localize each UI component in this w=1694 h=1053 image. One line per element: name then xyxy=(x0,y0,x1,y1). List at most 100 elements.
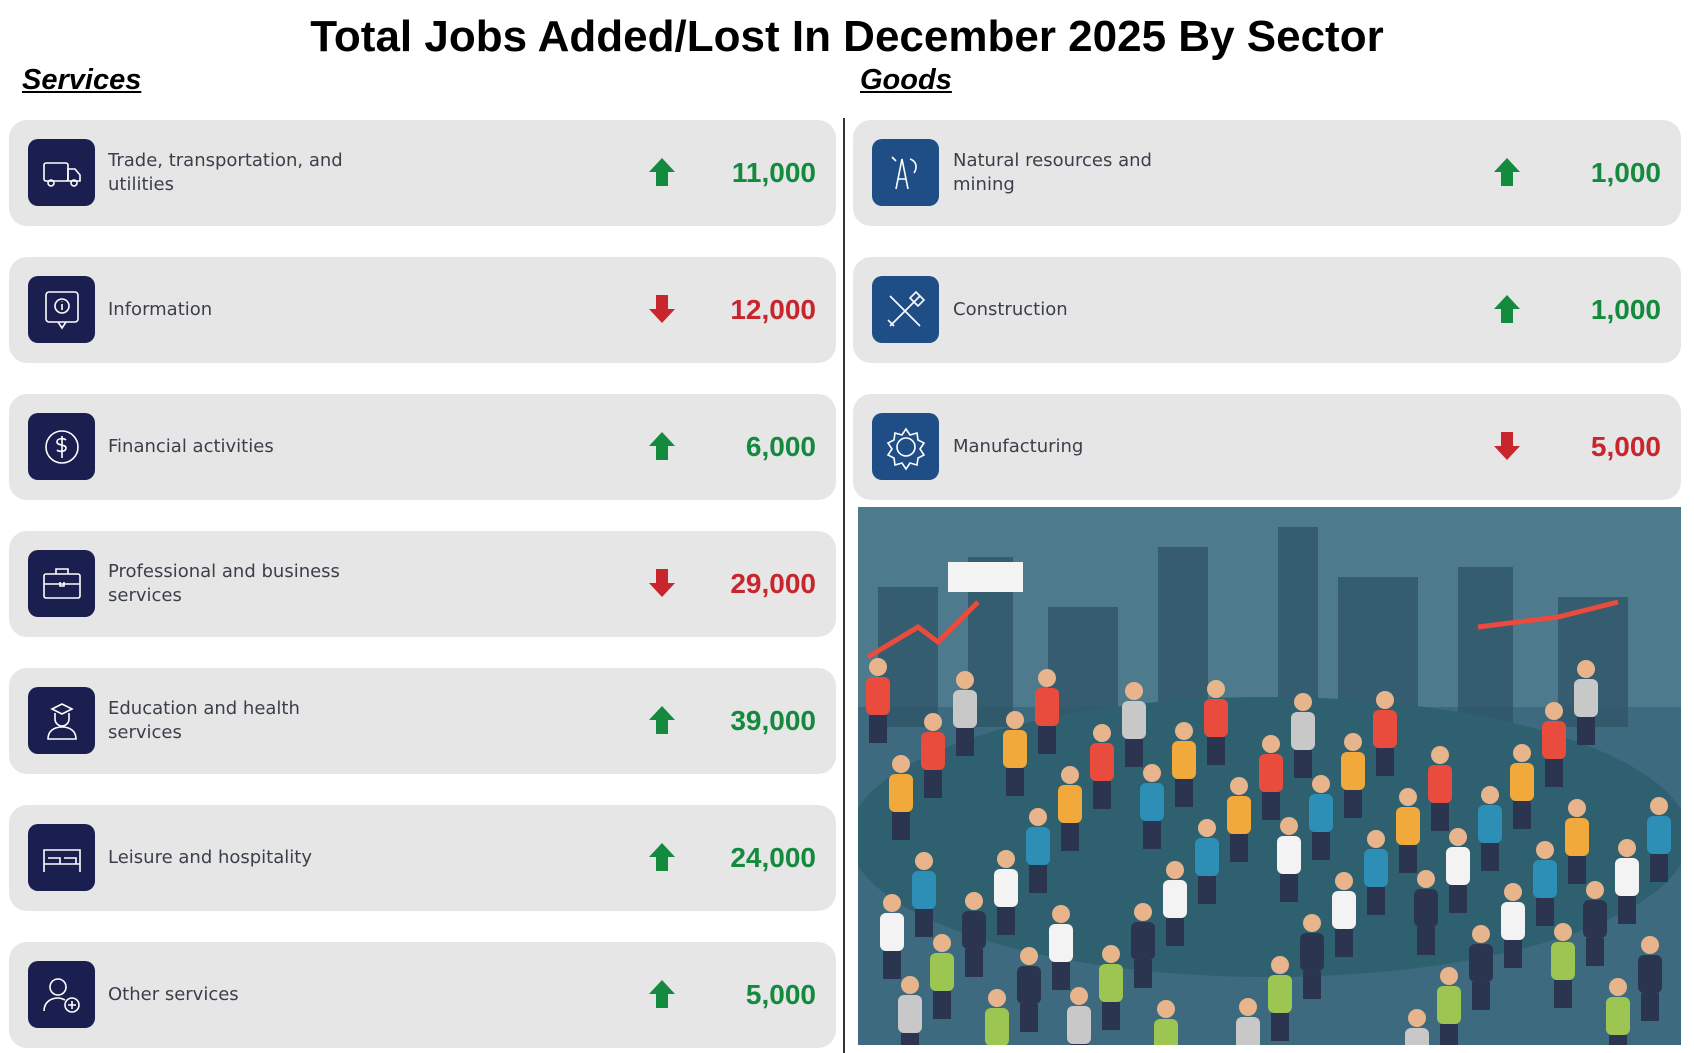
person xyxy=(1583,881,1607,966)
person xyxy=(1446,828,1470,913)
person xyxy=(1017,947,1041,1032)
arrow-shape xyxy=(1494,432,1520,460)
person xyxy=(1332,872,1356,957)
person xyxy=(1122,682,1146,767)
person xyxy=(1542,702,1566,787)
person xyxy=(1195,819,1219,904)
jobs-value: 5,000 xyxy=(745,979,816,1010)
sector-label: Natural resources and mining xyxy=(953,150,1152,195)
arrow-shape xyxy=(649,569,675,597)
person xyxy=(1277,817,1301,902)
jobs-value: 1,000 xyxy=(1590,157,1661,188)
person xyxy=(889,755,913,840)
sector-label: Other services xyxy=(108,984,239,1005)
person xyxy=(1510,744,1534,829)
jobs-value: 39,000 xyxy=(730,705,816,736)
sector-card xyxy=(9,257,836,363)
person xyxy=(921,713,945,798)
sector-label: Construction xyxy=(953,299,1068,320)
sector-label: Trade, transportation, and utilities xyxy=(108,150,343,195)
icon-glyph xyxy=(886,427,926,471)
person xyxy=(1533,841,1557,926)
sector-card xyxy=(853,394,1681,500)
person xyxy=(1236,998,1260,1045)
trend-arrow xyxy=(649,843,675,877)
sector-label: Education and health services xyxy=(108,698,300,743)
section-heading: Services xyxy=(22,64,142,96)
sector-label: Manufacturing xyxy=(953,436,1084,457)
person xyxy=(1478,786,1502,871)
arrow-shape xyxy=(649,706,675,734)
icon-glyph xyxy=(45,430,79,464)
person xyxy=(1227,777,1251,862)
title: Total Jobs Added/Lost In December 2025 B… xyxy=(310,12,1384,61)
person xyxy=(1309,775,1333,860)
person xyxy=(1099,945,1123,1030)
sector-icon xyxy=(872,413,939,480)
person xyxy=(1300,914,1324,999)
person xyxy=(1428,746,1452,831)
person xyxy=(1049,905,1073,990)
person xyxy=(1638,936,1662,1021)
person xyxy=(1647,797,1671,882)
jobs-value: 24,000 xyxy=(730,842,816,873)
divider xyxy=(843,118,845,1053)
jobs-value: 6,000 xyxy=(745,431,816,462)
person xyxy=(1003,711,1027,796)
person xyxy=(1140,764,1164,849)
sector-card xyxy=(853,257,1681,363)
trend-arrow xyxy=(1494,158,1520,192)
person xyxy=(985,989,1009,1045)
person xyxy=(953,671,977,756)
person xyxy=(1172,722,1196,807)
icon-glyph xyxy=(891,156,917,190)
arrow-shape xyxy=(649,295,675,323)
person xyxy=(1501,883,1525,968)
sector-icon xyxy=(28,413,95,480)
person xyxy=(1035,669,1059,754)
arrow-shape xyxy=(649,432,675,460)
illustration xyxy=(858,507,1681,1045)
person xyxy=(866,658,890,743)
icon-glyph xyxy=(43,568,81,599)
person xyxy=(880,894,904,979)
trend-arrow xyxy=(649,980,675,1014)
section-heading: Goods xyxy=(860,64,952,96)
jobs-value: 5,000 xyxy=(1590,431,1661,462)
person xyxy=(1405,1009,1429,1045)
person xyxy=(1615,839,1639,924)
person xyxy=(1058,766,1082,851)
arrow-shape xyxy=(649,843,675,871)
person xyxy=(1341,733,1365,818)
trend-arrow xyxy=(649,569,675,603)
arrow-shape xyxy=(649,980,675,1008)
arrow-shape xyxy=(649,158,675,186)
person xyxy=(1565,799,1589,884)
trend-arrow xyxy=(1494,432,1520,466)
jobs-value: 1,000 xyxy=(1590,294,1661,325)
person xyxy=(962,892,986,977)
sector-card xyxy=(9,120,836,226)
jobs-value: 12,000 xyxy=(730,294,816,325)
person xyxy=(1026,808,1050,893)
person xyxy=(1154,1000,1178,1045)
sector-label: Leisure and hospitality xyxy=(108,847,312,868)
trend-arrow xyxy=(649,295,675,329)
person xyxy=(1606,978,1630,1045)
person xyxy=(898,976,922,1045)
sector-label: Information xyxy=(108,299,213,320)
arrow-shape xyxy=(1494,295,1520,323)
sector-card xyxy=(9,805,836,911)
person xyxy=(1469,925,1493,1010)
person xyxy=(1268,956,1292,1041)
person xyxy=(1396,788,1420,873)
person xyxy=(912,852,936,937)
trend-arrow xyxy=(649,158,675,192)
person xyxy=(1204,680,1228,765)
trend-arrow xyxy=(649,706,675,740)
person xyxy=(1437,967,1461,1045)
jobs-value: 11,000 xyxy=(731,157,816,188)
icon-glyph xyxy=(887,290,926,327)
sector-card xyxy=(9,942,836,1048)
person xyxy=(1414,870,1438,955)
